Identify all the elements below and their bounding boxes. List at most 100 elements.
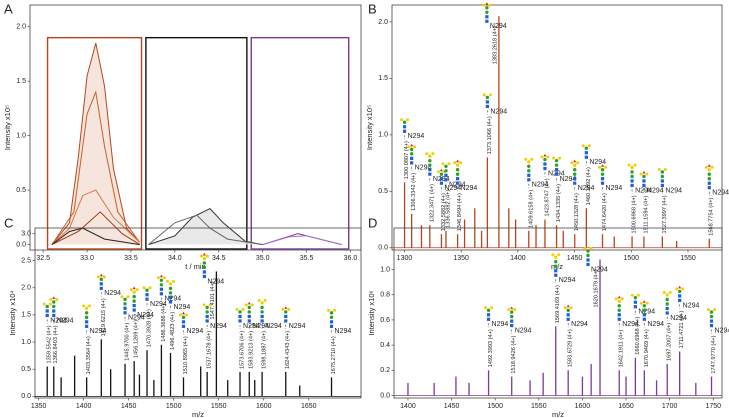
- site-label: N294: [289, 323, 306, 330]
- site-label: N294: [647, 187, 664, 194]
- plot-frame: [391, 4, 723, 251]
- glycan-icon: [657, 167, 667, 188]
- glycan-unit: [617, 308, 621, 312]
- glycan-unit: [482, 3, 486, 7]
- glycan-icon: [507, 306, 517, 328]
- glycan-icon: [441, 162, 451, 182]
- glycan-unit: [573, 181, 577, 185]
- glycan-unit: [453, 161, 457, 165]
- glycan-unit: [573, 177, 577, 181]
- trace: [51, 42, 141, 245]
- y-tick-label: 2.0: [378, 19, 388, 26]
- glycan-unit: [510, 319, 514, 323]
- y-tick-label: 2.5: [21, 257, 31, 264]
- glycan-unit: [510, 310, 514, 314]
- x-tick-label: 33.0: [80, 255, 94, 262]
- glycan-unit: [586, 258, 590, 262]
- peak-label: 1747.9770 (4+): [711, 335, 717, 373]
- trace: [51, 189, 141, 245]
- glycan-unit: [84, 311, 89, 315]
- glycan-unit: [570, 161, 574, 165]
- glycan-unit: [554, 264, 558, 268]
- glycan-icon: [400, 118, 410, 133]
- site-label: N294: [589, 159, 606, 166]
- glycan-icon: [675, 285, 685, 303]
- glycan-unit: [436, 170, 440, 174]
- glycan-unit: [614, 297, 618, 301]
- glycan-icon: [639, 170, 649, 188]
- glycan-unit: [168, 300, 173, 304]
- glycan-unit: [660, 179, 664, 183]
- x-tick-label: 36.0: [344, 255, 358, 262]
- glycan-unit: [598, 165, 602, 169]
- peak-label: 1366.8403 (4+): [53, 325, 59, 363]
- glycan-unit: [455, 163, 460, 167]
- glycan-icon: [482, 93, 492, 109]
- glycan-unit: [485, 6, 489, 10]
- glycan-unit: [639, 172, 643, 176]
- y-tick-label: 0.5: [21, 366, 31, 373]
- glycan-unit: [630, 179, 634, 183]
- glycan-unit: [126, 295, 130, 299]
- glycan-unit: [642, 317, 646, 321]
- glycan-unit: [642, 183, 646, 188]
- glycan-icon: [524, 157, 534, 182]
- peak-label: 1383.2618 (4+): [492, 26, 498, 64]
- glycan-unit: [88, 304, 92, 308]
- glycan-unit: [587, 144, 591, 148]
- glycan-unit: [439, 168, 443, 172]
- x-tick-label: 1650: [618, 403, 634, 410]
- glycan-unit: [675, 287, 679, 291]
- glycan-unit: [584, 146, 589, 150]
- glycan-icon: [257, 298, 267, 323]
- glycan-unit: [485, 15, 489, 19]
- glycan-unit: [678, 285, 682, 289]
- glycan-unit: [247, 310, 251, 314]
- glycan-unit: [633, 305, 637, 309]
- glycan-unit: [600, 181, 605, 185]
- glycan-unit: [642, 170, 646, 174]
- glycan-unit: [554, 269, 558, 273]
- peak-label: 1510.8965 (4+): [183, 336, 189, 374]
- glycan-unit: [162, 276, 166, 280]
- glycan-unit: [482, 93, 486, 97]
- panel-letter: C: [4, 215, 13, 230]
- glycan-unit: [527, 164, 531, 169]
- glycan-unit: [636, 293, 640, 297]
- glycan-unit: [527, 160, 531, 164]
- glycan-unit: [410, 143, 414, 147]
- glycan-unit: [678, 298, 682, 303]
- glycan-unit: [510, 306, 514, 310]
- peak-label: 1711.4721 (4+): [679, 311, 685, 349]
- glycan-icon: [82, 304, 92, 328]
- glycan-unit: [486, 308, 491, 312]
- peak-label: 1336.5882 (4+): [445, 190, 451, 228]
- glycan-unit: [527, 169, 531, 173]
- glycan-unit: [99, 282, 103, 286]
- x-tick-label: 34.5: [212, 255, 226, 262]
- peak-label: 1496.4823 (4+): [170, 312, 176, 350]
- glycan-icon: [281, 306, 291, 323]
- glycan-unit: [409, 152, 414, 156]
- glycan-unit: [205, 310, 209, 314]
- glycan-unit: [402, 125, 407, 129]
- glycan-icon: [551, 253, 561, 277]
- glycan-unit: [490, 306, 494, 310]
- glycan-unit: [681, 287, 685, 291]
- glycan-unit: [707, 186, 711, 190]
- site-label: N294: [57, 317, 74, 324]
- peak-label: 1434.1335 (4+): [556, 184, 562, 222]
- glycan-unit: [402, 129, 407, 133]
- glycan-unit: [584, 151, 588, 155]
- glycan-unit: [428, 163, 432, 167]
- x-tick-label: 1400: [76, 403, 92, 410]
- glycan-unit: [205, 254, 209, 258]
- glycan-icon: [244, 301, 254, 323]
- glycan-icon: [482, 2, 492, 23]
- y-axis-label: Intensity x10⁶: [367, 290, 376, 335]
- site-label: N294: [606, 185, 623, 192]
- glycan-unit: [327, 308, 331, 312]
- glycan-unit: [645, 301, 649, 305]
- glycan-unit: [52, 304, 56, 309]
